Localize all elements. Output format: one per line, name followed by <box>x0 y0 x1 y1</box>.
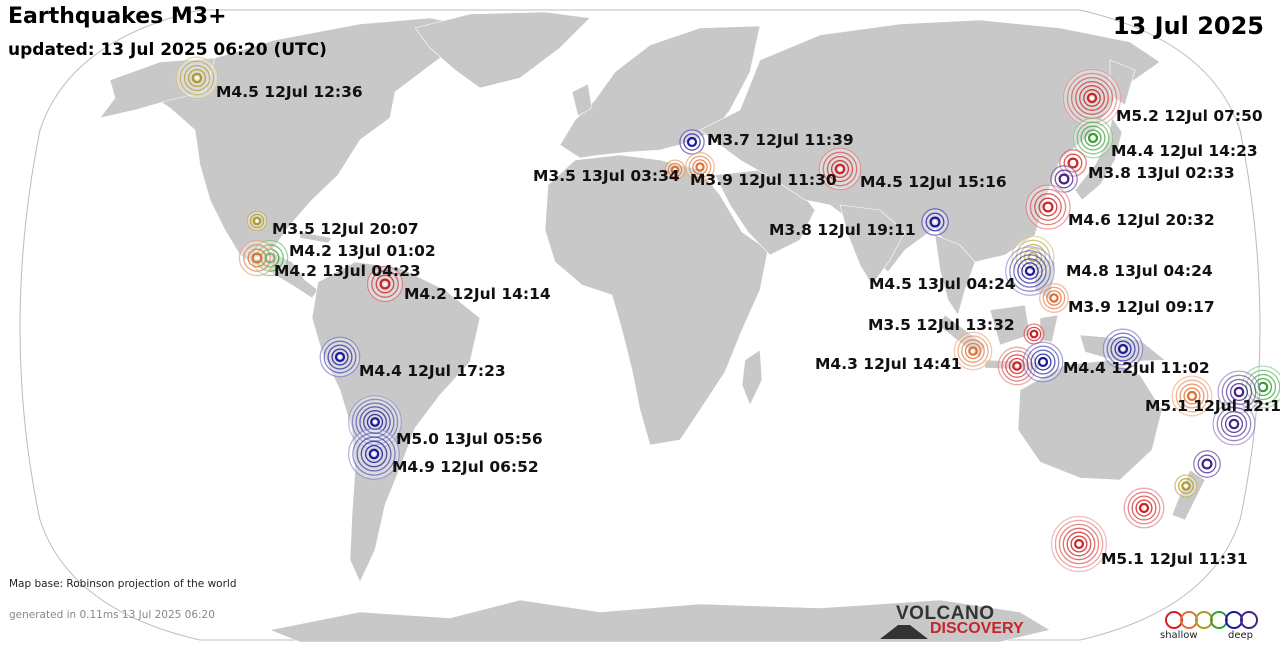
depth-legend-rings <box>1165 611 1258 629</box>
logo-line-1: VOLCANO <box>896 603 995 624</box>
quake-marker[interactable] <box>1072 117 1114 159</box>
land-australia <box>1017 359 1163 481</box>
land-greenland <box>414 11 591 89</box>
quake-label[interactable]: M4.5 12Jul 15:16 <box>860 173 1007 191</box>
quake-marker[interactable] <box>366 265 404 303</box>
quake-marker[interactable] <box>1123 487 1165 529</box>
map-outline <box>19 9 1261 641</box>
quake-label[interactable]: M5.1 12Jul 12:17 <box>1145 397 1280 415</box>
quake-label[interactable]: M4.2 13Jul 04:23 <box>274 262 421 280</box>
quake-marker[interactable] <box>1022 341 1064 383</box>
quake-label[interactable]: M5.1 12Jul 11:31 <box>1101 550 1248 568</box>
quake-label[interactable]: M3.5 12Jul 13:32 <box>868 316 1015 334</box>
quake-label[interactable]: M3.5 13Jul 03:34 <box>533 167 680 185</box>
quake-marker[interactable] <box>664 159 686 181</box>
quake-label[interactable]: M3.8 13Jul 02:33 <box>1088 164 1235 182</box>
land-asia <box>699 19 1161 286</box>
updated-timestamp: updated: 13 Jul 2025 06:20 (UTC) <box>8 40 327 60</box>
map-base-note: Map base: Robinson projection of the wor… <box>9 578 237 590</box>
land-kamchatka <box>1109 59 1136 106</box>
land-masses <box>99 11 1206 643</box>
quake-marker[interactable] <box>953 331 993 371</box>
quake-marker[interactable] <box>1241 365 1280 409</box>
quake-label[interactable]: M4.4 12Jul 17:23 <box>359 362 506 380</box>
quake-marker[interactable] <box>1192 449 1222 479</box>
quake-label[interactable]: M4.6 12Jul 20:32 <box>1068 211 1215 229</box>
generated-note: generated in 0.11ms 13 Jul 2025 06:20 <box>9 609 215 621</box>
legend-shallow-label: shallow <box>1160 630 1198 641</box>
quake-label[interactable]: M3.7 12Jul 11:39 <box>707 131 854 149</box>
land-alaska <box>99 57 216 119</box>
quake-marker[interactable] <box>246 210 268 232</box>
quake-marker[interactable] <box>997 346 1037 386</box>
quake-label[interactable]: M4.5 13Jul 04:24 <box>869 275 1016 293</box>
quake-label[interactable]: M3.8 12Jul 19:11 <box>769 221 916 239</box>
quake-marker[interactable] <box>1174 474 1198 498</box>
quake-marker[interactable] <box>1025 184 1071 230</box>
depth-legend: shallow deep <box>1160 608 1270 648</box>
quake-label[interactable]: M4.3 12Jul 14:41 <box>815 355 962 373</box>
quake-marker[interactable] <box>319 336 361 378</box>
land-uk <box>571 83 593 117</box>
quake-label[interactable]: M4.5 12Jul 12:36 <box>216 83 363 101</box>
quake-label[interactable]: M5.2 12Jul 07:50 <box>1116 107 1263 125</box>
quake-marker[interactable] <box>1049 164 1079 194</box>
quake-label[interactable]: M4.2 13Jul 01:02 <box>289 242 436 260</box>
quake-marker[interactable] <box>920 207 950 237</box>
quake-label[interactable]: M4.9 12Jul 06:52 <box>392 458 539 476</box>
land-antarctica <box>268 599 1051 643</box>
quake-marker[interactable] <box>175 56 219 100</box>
quake-marker[interactable] <box>347 394 403 450</box>
quake-label[interactable]: M4.4 12Jul 11:02 <box>1063 359 1210 377</box>
quake-marker[interactable] <box>818 147 862 191</box>
land-north-america <box>149 17 471 269</box>
quake-label[interactable]: M5.0 13Jul 05:56 <box>396 430 543 448</box>
land-madagascar <box>741 349 763 406</box>
quake-marker[interactable] <box>1038 282 1070 314</box>
quake-label[interactable]: M4.2 12Jul 14:14 <box>404 285 551 303</box>
land-india <box>839 204 906 286</box>
quake-marker[interactable] <box>347 427 401 481</box>
quake-marker[interactable] <box>1004 245 1056 297</box>
legend-deep-label: deep <box>1228 630 1253 641</box>
quake-label[interactable]: M4.4 12Jul 14:23 <box>1111 142 1258 160</box>
logo-line-2: DISCOVERY <box>930 620 1024 637</box>
quake-marker[interactable] <box>1050 515 1108 573</box>
quake-marker[interactable] <box>1171 375 1213 417</box>
quake-marker[interactable] <box>1212 402 1256 446</box>
volcano-icon <box>880 625 928 639</box>
land-south-america <box>311 261 481 583</box>
quake-marker[interactable] <box>678 128 706 156</box>
quake-markers <box>175 56 1280 573</box>
quake-label[interactable]: M3.5 12Jul 20:07 <box>272 220 419 238</box>
quake-marker[interactable] <box>684 151 716 183</box>
land-indochina <box>934 234 976 316</box>
quake-label[interactable]: M4.8 13Jul 04:24 <box>1066 262 1213 280</box>
quake-marker[interactable] <box>238 239 276 277</box>
quake-marker[interactable] <box>1023 323 1045 345</box>
volcano-discovery-logo[interactable]: VOLCANO DISCOVERY <box>880 603 1040 643</box>
quake-label[interactable]: M3.9 12Jul 09:17 <box>1068 298 1215 316</box>
quake-marker[interactable] <box>1102 328 1144 370</box>
land-japan <box>1074 117 1123 201</box>
date-heading: 13 Jul 2025 <box>1112 12 1264 40</box>
page-title: Earthquakes M3+ <box>8 4 227 29</box>
quake-label[interactable]: M3.9 12Jul 11:30 <box>690 171 837 189</box>
land-cuba <box>299 231 333 244</box>
